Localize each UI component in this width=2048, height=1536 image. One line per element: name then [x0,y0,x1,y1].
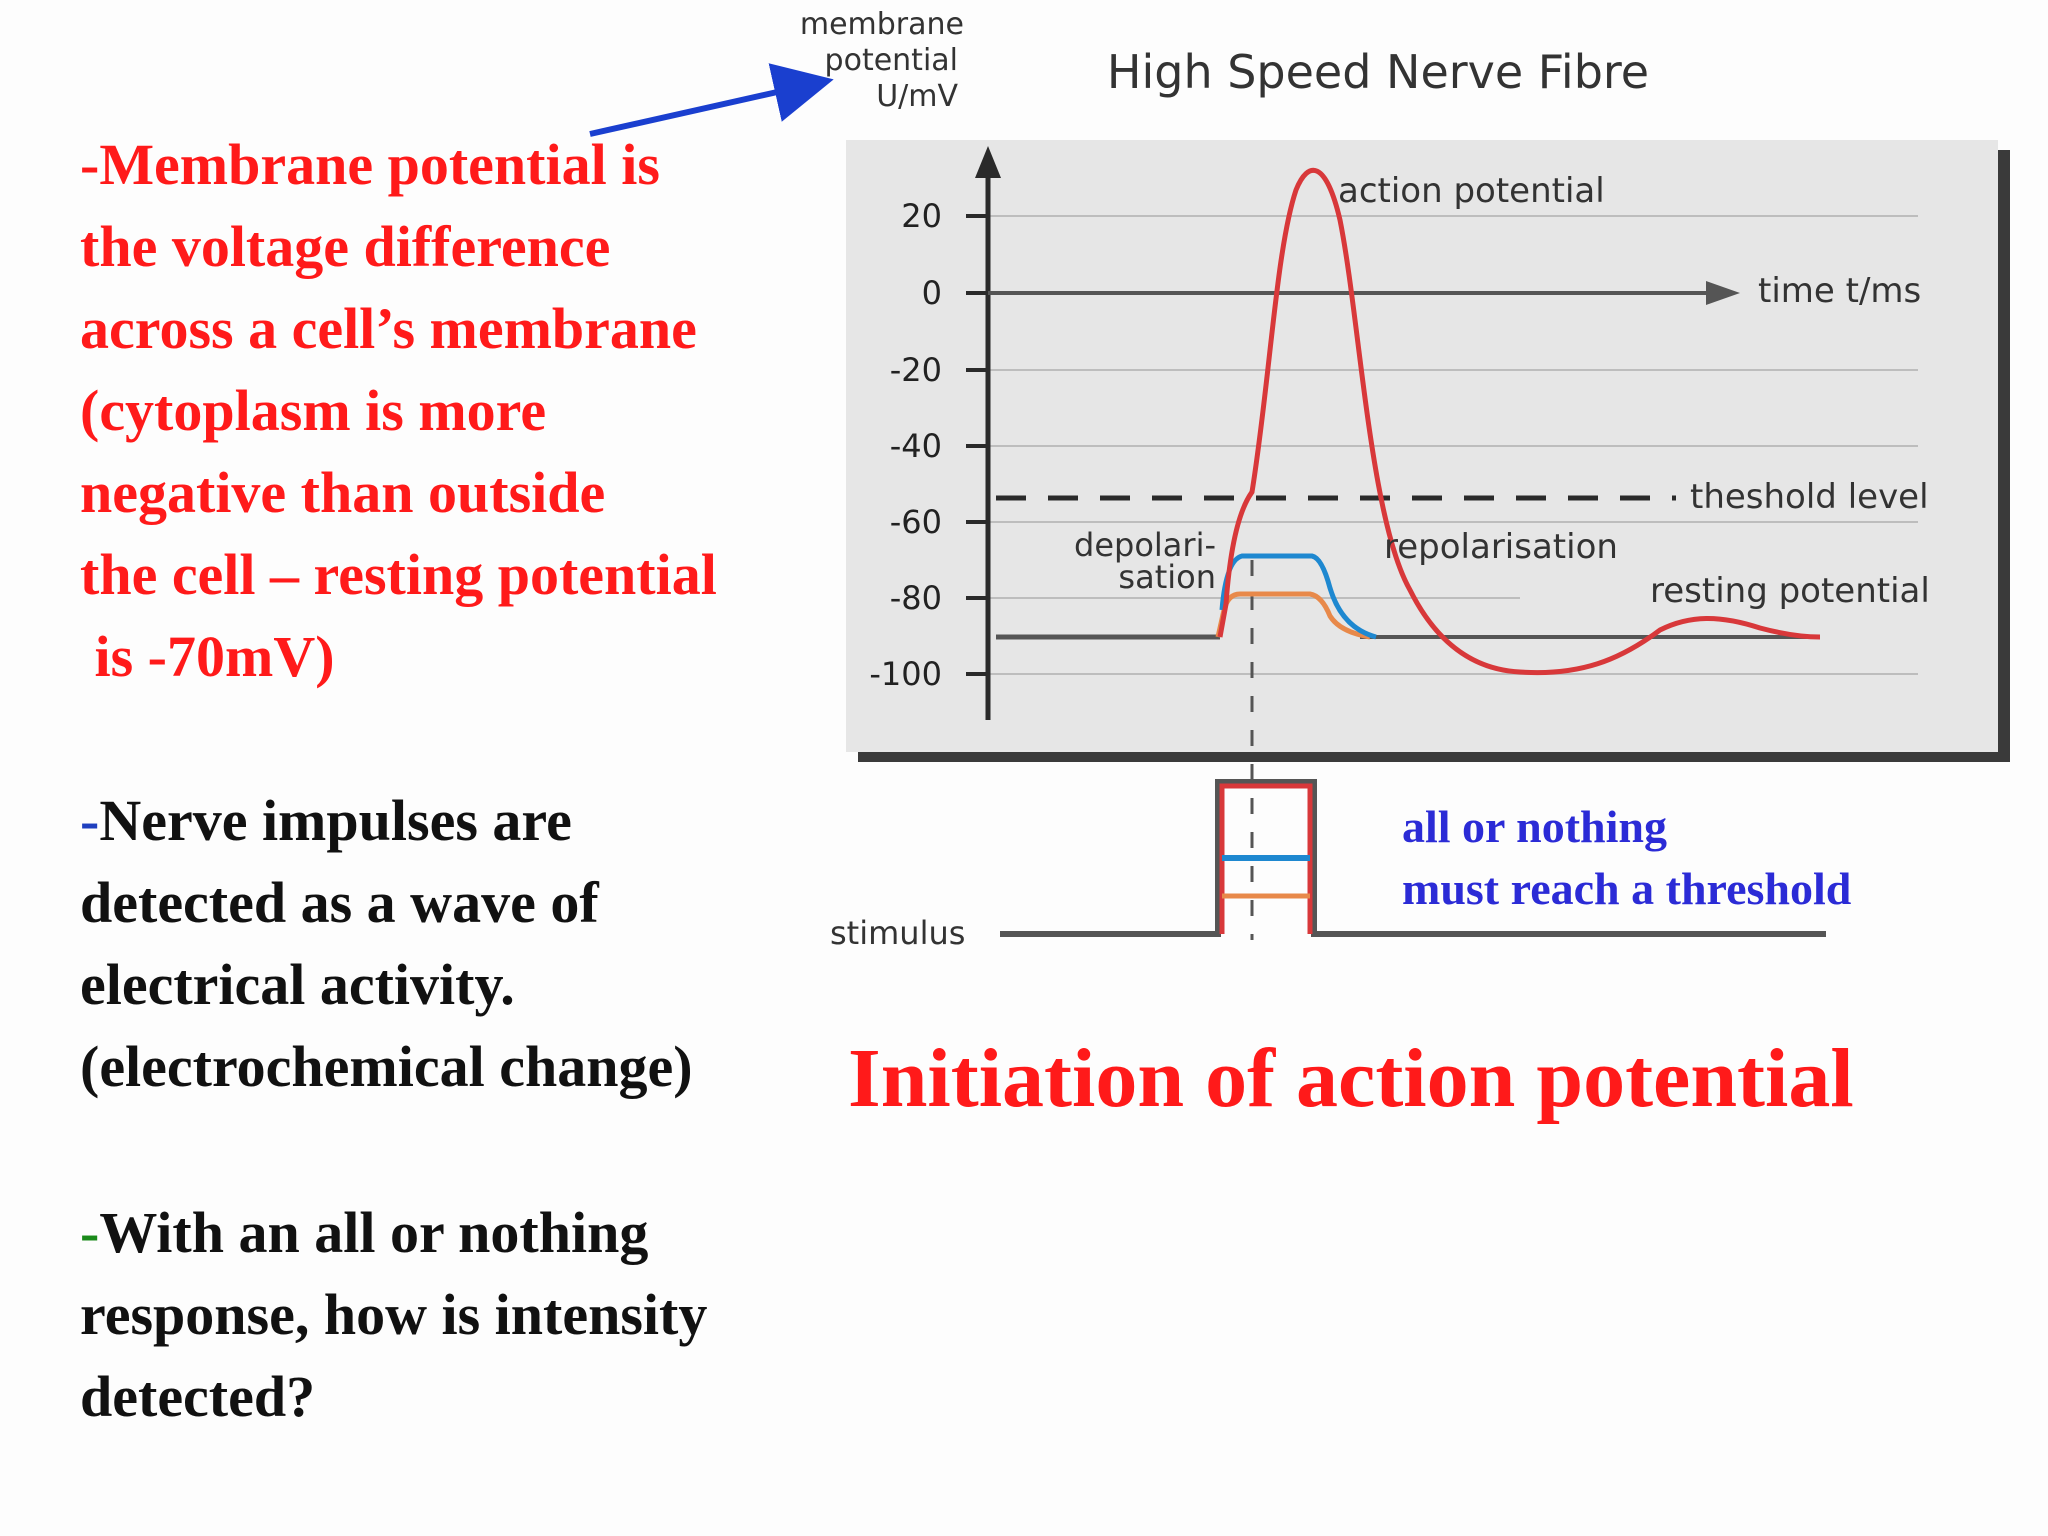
text-line: electrical activity. [80,952,515,1017]
text-line: the voltage difference [80,214,611,279]
text-line: (cytoplasm is more [80,378,547,443]
threshold-note: must reach a threshold [1402,863,1852,914]
gridlines [990,215,1918,675]
slide-title: Initiation of action potential [848,1032,1854,1125]
text-line: -Nerve impulses are [80,780,693,862]
text-line: negative than outside [80,460,606,525]
y-ticks [966,214,988,676]
text-line-content: Nerve impulses are [99,788,572,853]
y-tick-label: 0 [922,274,942,312]
stimulus-trace [1000,779,1826,937]
bullet-dash: - [80,1200,100,1265]
y-tick-label: 20 [901,197,942,235]
x-axis-label: time t/ms [1758,271,1921,311]
depolarisation-label-line: sation [1118,558,1216,596]
text-line: (electrochemical change) [80,1034,693,1099]
y-tick-label: -40 [890,427,942,465]
y-tick-label: -100 [869,655,942,693]
nerve-impulse-text-block: -Nerve impulses are detected as a wave o… [80,780,693,1108]
resting-potential-label: resting potential [1650,571,1930,611]
y-tick-label: -60 [890,503,942,541]
y-axis-arrowhead [975,146,1001,178]
threshold-label: theshold level [1690,477,1929,517]
text-line: -Membrane potential is [80,132,660,197]
figure-title: High Speed Nerve Fibre [1107,45,1649,99]
y-axis-label-line: potential [825,43,958,78]
action-potential-label: action potential [1338,171,1605,211]
y-tick-label: -80 [890,579,942,617]
text-line: detected as a wave of [80,870,599,935]
pointer-arrow [589,63,834,137]
text-line: response, how is intensity [80,1282,708,1347]
text-line: -With an all or nothing [80,1192,707,1274]
depolarisation-label-line: depolari- [1074,526,1216,564]
text-line: is -70mV) [80,624,335,689]
text-line: the cell – resting potential [80,542,717,607]
y-tick-label: -20 [890,351,942,389]
bullet-dash: - [80,788,100,853]
text-line: across a cell’s membrane [80,296,697,361]
text-line-content: With an all or nothing [99,1200,649,1265]
y-axis-label-line: membrane [800,7,964,42]
y-axis-label-line: U/mV [876,79,958,114]
stimulus-label: stimulus [830,914,965,952]
question-text-block: -With an all or nothing response, how is… [80,1192,707,1438]
action-potential-curve [1217,168,1821,676]
repolarisation-label: repolarisation [1384,527,1618,567]
all-or-nothing-note: all or nothing [1402,801,1667,852]
time-axis-arrowhead [1706,281,1740,305]
text-line: detected? [80,1364,316,1429]
definition-text-block: -Membrane potential is the voltage diffe… [80,124,717,698]
